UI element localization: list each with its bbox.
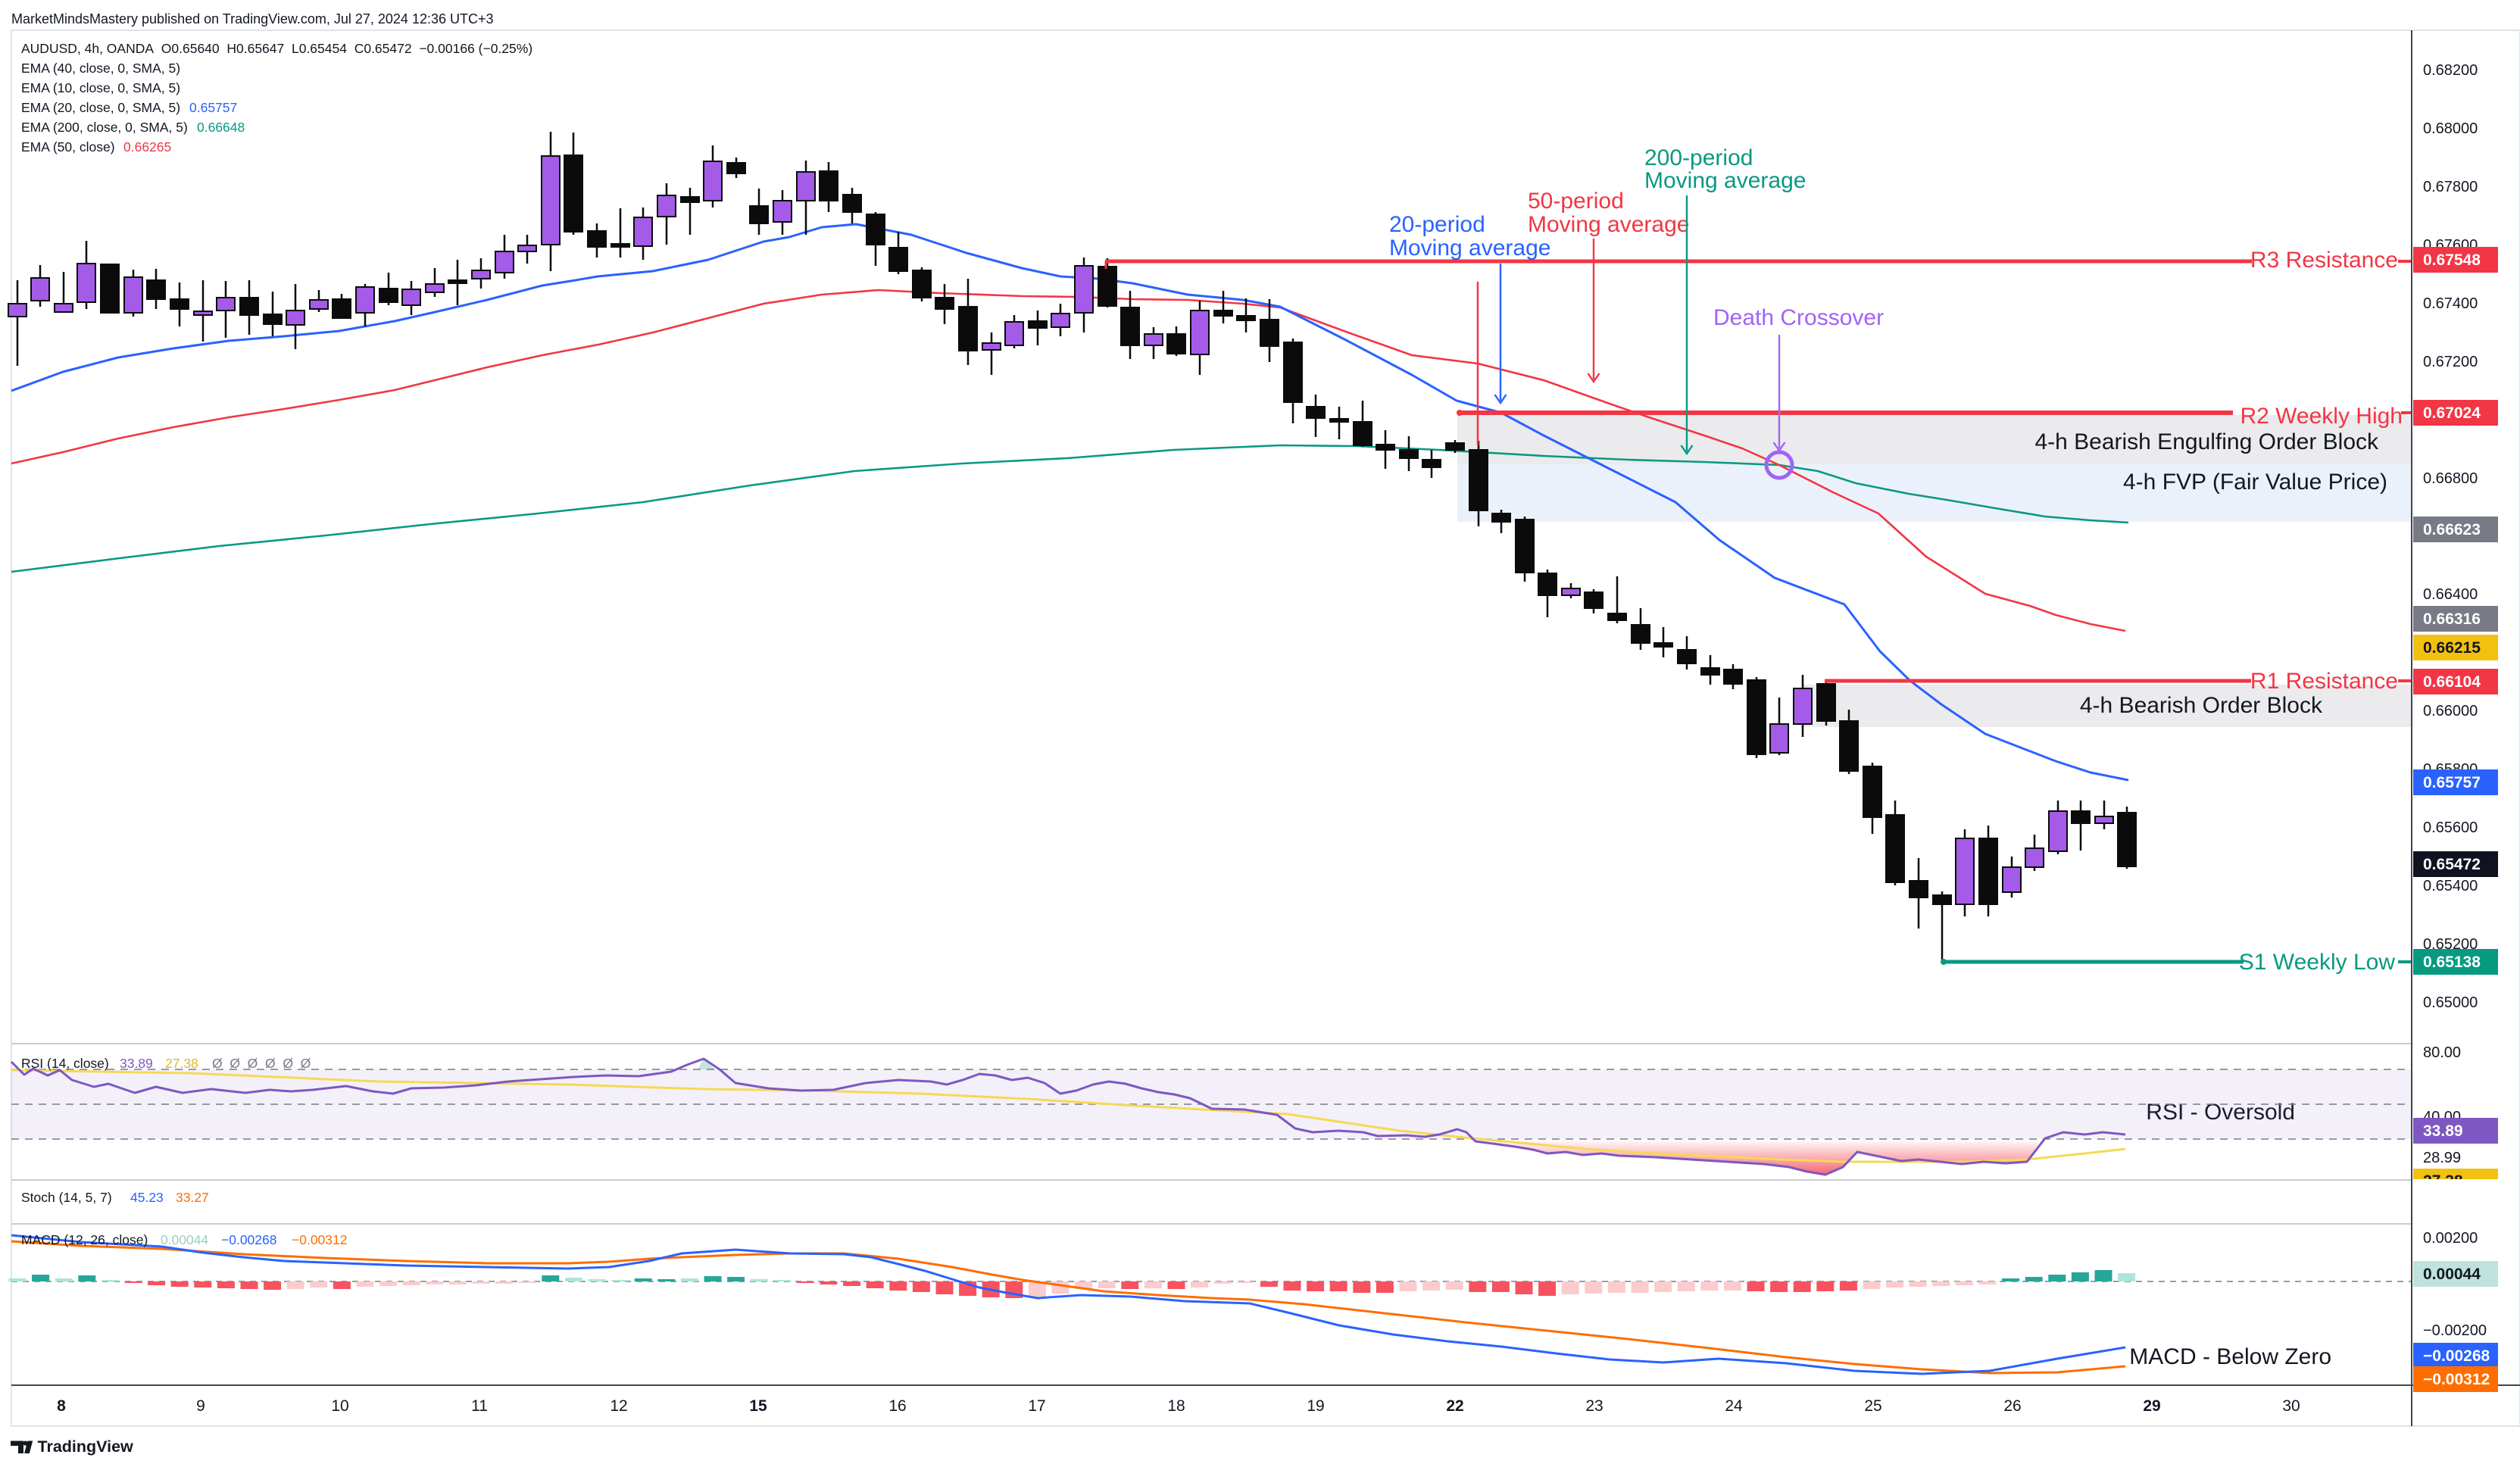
svg-text:22: 22 (1446, 1397, 1463, 1415)
svg-text:23: 23 (1585, 1397, 1603, 1415)
svg-text:4-h Bearish Engulfing Order Bl: 4-h Bearish Engulfing Order Block (2034, 429, 2379, 454)
svg-text:27.38: 27.38 (2423, 1172, 2463, 1190)
svg-text:R1 Resistance: R1 Resistance (2250, 669, 2398, 694)
svg-text:EMA (50, close): EMA (50, close) (21, 139, 115, 155)
svg-text:0.66648: 0.66648 (197, 120, 245, 135)
svg-text:0.67400: 0.67400 (2423, 295, 2478, 312)
svg-text:4-h FVP (Fair Value Price): 4-h FVP (Fair Value Price) (2123, 470, 2387, 495)
svg-text:S1 Weekly Low: S1 Weekly Low (2239, 950, 2396, 975)
svg-text:0.65600: 0.65600 (2423, 819, 2478, 836)
svg-text:0.65757: 0.65757 (2423, 774, 2481, 791)
svg-text:Death Crossover: Death Crossover (1713, 305, 1884, 330)
svg-text:0.66265: 0.66265 (123, 139, 171, 155)
svg-text:RSI (14, close): RSI (14, close) (21, 1056, 109, 1071)
svg-text:12: 12 (610, 1397, 627, 1415)
svg-text:0.66623: 0.66623 (2423, 521, 2481, 538)
svg-text:0.67800: 0.67800 (2423, 179, 2478, 195)
svg-text:0.00044: 0.00044 (161, 1232, 209, 1247)
svg-text:0.66400: 0.66400 (2423, 586, 2478, 603)
svg-text:AUDUSD, 4h, OANDA O0.65640 H: AUDUSD, 4h, OANDA O0.65640 H0.65647 L0.6… (21, 41, 532, 56)
svg-text:30: 30 (2282, 1397, 2300, 1415)
svg-text:0.66000: 0.66000 (2423, 703, 2478, 719)
svg-text:−0.00312: −0.00312 (2423, 1371, 2490, 1388)
svg-text:0.68000: 0.68000 (2423, 120, 2478, 137)
svg-text:EMA (200, close, 0, SMA, 5): EMA (200, close, 0, SMA, 5) (21, 120, 188, 135)
svg-text:11: 11 (471, 1397, 488, 1415)
svg-text:16: 16 (888, 1397, 906, 1415)
svg-text:0.66104: 0.66104 (2423, 673, 2481, 691)
svg-text:EMA (20, close, 0, SMA, 5): EMA (20, close, 0, SMA, 5) (21, 100, 180, 115)
svg-text:MACD - Below Zero: MACD - Below Zero (2129, 1344, 2331, 1369)
svg-text:0.66215: 0.66215 (2423, 639, 2481, 657)
svg-text:15: 15 (749, 1397, 767, 1415)
svg-text:0.66800: 0.66800 (2423, 470, 2478, 487)
svg-text:Stoch (14, 5, 7): Stoch (14, 5, 7) (21, 1190, 112, 1205)
svg-text:0.65472: 0.65472 (2423, 856, 2481, 873)
svg-text:−0.00312: −0.00312 (292, 1232, 347, 1247)
svg-text:26: 26 (2003, 1397, 2021, 1415)
svg-text:MACD (12, 26, close): MACD (12, 26, close) (21, 1232, 148, 1247)
svg-text:25: 25 (1864, 1397, 1881, 1415)
svg-text:−0.00200: −0.00200 (2423, 1322, 2487, 1339)
svg-text:0.66316: 0.66316 (2423, 610, 2481, 628)
svg-text:18: 18 (1167, 1397, 1185, 1415)
svg-text:33.89: 33.89 (120, 1056, 153, 1071)
svg-text:−0.00268: −0.00268 (221, 1232, 276, 1247)
svg-text:0.67024: 0.67024 (2423, 404, 2481, 422)
svg-text:TradingView: TradingView (38, 1437, 134, 1456)
svg-text:33.27: 33.27 (176, 1190, 209, 1205)
svg-text:10: 10 (331, 1397, 348, 1415)
svg-text:17: 17 (1028, 1397, 1045, 1415)
svg-text:28.99: 28.99 (2423, 1150, 2461, 1166)
svg-text:0.65000: 0.65000 (2423, 994, 2478, 1011)
svg-text:Moving average: Moving average (1528, 212, 1689, 237)
svg-text:MarketMindsMastery published o: MarketMindsMastery published on TradingV… (11, 11, 494, 27)
svg-text:−0.00268: −0.00268 (2423, 1347, 2490, 1365)
svg-text:0.67548: 0.67548 (2423, 251, 2481, 269)
svg-text:80.00: 80.00 (2423, 1044, 2461, 1061)
svg-text:27.38: 27.38 (165, 1056, 198, 1071)
svg-text:Moving average: Moving average (1389, 236, 1550, 261)
svg-text:0.68200: 0.68200 (2423, 62, 2478, 79)
svg-text:R2 Weekly High: R2 Weekly High (2240, 404, 2403, 429)
svg-text:Moving average: Moving average (1644, 168, 1806, 193)
svg-text:200-period: 200-period (1644, 145, 1753, 170)
svg-text:24: 24 (1725, 1397, 1743, 1415)
svg-text:R3 Resistance: R3 Resistance (2250, 248, 2398, 273)
svg-text:19: 19 (1307, 1397, 1324, 1415)
svg-text:45.23: 45.23 (130, 1190, 164, 1205)
svg-text:EMA (10, close, 0, SMA, 5): EMA (10, close, 0, SMA, 5) (21, 80, 180, 95)
svg-text:0.65138: 0.65138 (2423, 954, 2481, 971)
svg-text:0.67200: 0.67200 (2423, 354, 2478, 370)
svg-text:0.65400: 0.65400 (2423, 878, 2478, 894)
svg-text:EMA (40, close, 0, SMA, 5): EMA (40, close, 0, SMA, 5) (21, 61, 180, 76)
svg-text:9: 9 (196, 1397, 205, 1415)
svg-text:50-period: 50-period (1528, 189, 1624, 214)
svg-text:20-period: 20-period (1389, 212, 1485, 237)
svg-text:29: 29 (2143, 1397, 2160, 1415)
svg-text:0.00200: 0.00200 (2423, 1230, 2478, 1247)
svg-text:8: 8 (57, 1397, 66, 1415)
svg-text:0.65757: 0.65757 (189, 100, 237, 115)
svg-text:0.65200: 0.65200 (2423, 936, 2478, 953)
svg-text:Ø Ø Ø Ø Ø Ø: Ø Ø Ø Ø Ø Ø (212, 1056, 311, 1071)
svg-text:4-h Bearish Order Block: 4-h Bearish Order Block (2080, 693, 2323, 718)
svg-text:33.89: 33.89 (2423, 1122, 2463, 1140)
svg-text:0.00044: 0.00044 (2423, 1266, 2481, 1283)
